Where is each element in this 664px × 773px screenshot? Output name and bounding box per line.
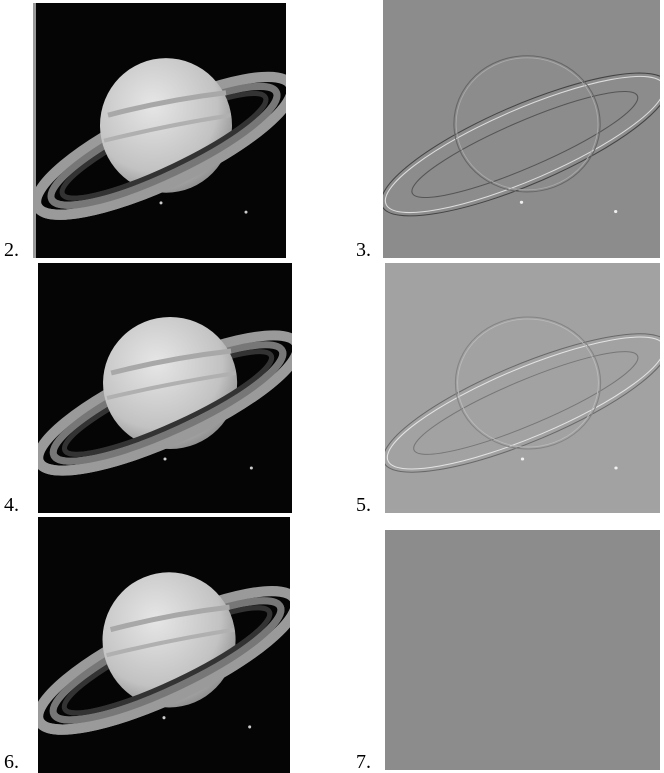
image — [383, 0, 660, 258]
image — [24, 263, 313, 513]
image — [24, 517, 310, 773]
panel-label: 5. — [356, 494, 371, 516]
image — [22, 3, 306, 258]
image — [385, 530, 660, 770]
panel-label: 7. — [356, 751, 371, 773]
image-edge — [33, 3, 36, 258]
panel-label: 4. — [4, 494, 19, 516]
panel-label: 6. — [4, 751, 19, 773]
panel-label: 2. — [4, 239, 19, 261]
image — [385, 263, 660, 513]
panel-label: 3. — [356, 239, 371, 261]
